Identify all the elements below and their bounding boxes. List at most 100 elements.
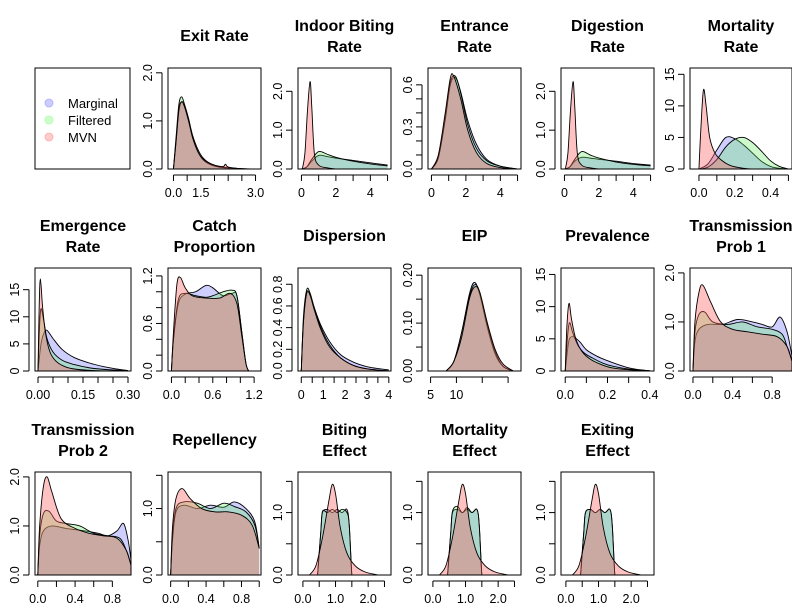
x-tick-label: 0.4	[197, 592, 214, 606]
plot-frame	[34, 267, 132, 372]
area-marginal	[171, 285, 249, 371]
y-tick-label: 1.0	[141, 500, 155, 517]
panel-title: Catch	[192, 218, 236, 235]
density-areas	[690, 88, 792, 169]
area-filtered	[447, 506, 484, 575]
y-axis: 0 5 10 15	[663, 67, 685, 172]
panel-title: EIP	[462, 228, 488, 245]
x-tick-label: 0.15	[71, 388, 95, 402]
legend-marker-marginal	[44, 98, 54, 108]
y-tick-label: 0.4	[271, 319, 285, 336]
y-tick-label: 0.0	[534, 566, 548, 583]
y-tick-label: 5	[8, 340, 22, 347]
x-tick-label: 1.0	[590, 592, 607, 606]
density-areas	[35, 278, 131, 371]
area-mvn	[439, 484, 508, 575]
area-marginal	[698, 136, 789, 169]
area-mvn	[565, 303, 650, 371]
density-areas	[298, 483, 391, 575]
x-axis: 0.00 0.15 0.30	[26, 376, 140, 402]
density-areas	[428, 281, 521, 371]
y-tick-label: 1.0	[663, 313, 677, 330]
density-line-filtered	[37, 509, 131, 575]
x-tick-label: 4	[630, 186, 637, 200]
area-marginal	[565, 336, 650, 371]
density-line-mvn	[572, 483, 642, 575]
x-tick-label: 5	[427, 388, 434, 402]
density-line-mvn	[564, 81, 599, 169]
x-axis: 0.0 1.0 2.0	[294, 580, 385, 606]
density-areas	[298, 287, 391, 371]
x-tick-label: 0.0	[684, 388, 701, 402]
plot-frame	[427, 67, 522, 170]
x-tick-label: 1.0	[327, 592, 344, 606]
area-marginal	[301, 155, 388, 169]
x-axis: 0.0 1.5 3.0	[165, 174, 264, 200]
x-tick-label: 1.0	[457, 592, 474, 606]
density-line-filtered	[698, 136, 789, 169]
x-tick-label: 2	[462, 186, 469, 200]
y-tick-label: 0.0	[271, 362, 285, 379]
area-mvn	[692, 284, 792, 371]
area-filtered	[692, 311, 792, 371]
panel-title: Transmission	[689, 218, 792, 235]
density-areas	[561, 302, 654, 371]
plot-frame	[167, 471, 262, 576]
density-line-marginal	[692, 316, 792, 371]
area-filtered	[173, 96, 256, 169]
panel-title: Dispersion	[303, 228, 386, 245]
x-tick-label: 0	[561, 186, 568, 200]
panel-title: Proportion	[174, 239, 256, 256]
y-tick-label: 0.6	[141, 315, 155, 332]
density-line-filtered	[564, 150, 651, 169]
area-mvn	[302, 81, 336, 169]
density-areas	[168, 276, 261, 371]
y-axis: 0.0 1.0 2.0	[271, 83, 293, 178]
panel-title: Prob 1	[716, 239, 766, 256]
density-line-filtered	[431, 75, 518, 169]
y-axis: 0.0 1.0 2.0	[534, 83, 556, 178]
area-filtered	[301, 288, 389, 371]
y-tick-label: 0.0	[663, 362, 677, 379]
x-tick-label: 0.0	[557, 388, 574, 402]
plot-frame	[167, 67, 262, 170]
area-filtered	[301, 151, 388, 169]
area-mvn	[171, 276, 249, 371]
density-line-mvn	[431, 73, 518, 169]
x-tick-label: 0.0	[294, 592, 311, 606]
y-axis: 0.0 1.0 2.0	[8, 468, 30, 584]
y-tick-label: 2.0	[141, 64, 155, 81]
x-tick-label: 0.0	[163, 388, 180, 402]
area-mvn	[173, 101, 256, 169]
x-tick-label: 0.2	[726, 186, 743, 200]
panel-6: Emergence Rate 0.00 0.15 0.30 0 5 10 15	[8, 218, 140, 402]
plot-frame	[427, 267, 522, 372]
area-mvn	[38, 278, 128, 371]
y-tick-label: 15	[8, 283, 22, 297]
x-tick-label: 0.2	[599, 388, 616, 402]
x-tick-label: 0	[298, 388, 305, 402]
y-axis: 0.0 0.2 0.4 0.6 0.8	[271, 276, 293, 380]
area-marginal	[38, 330, 128, 371]
x-tick-label: 0	[428, 186, 435, 200]
y-tick-label: 0	[534, 367, 548, 374]
x-axis: 0.0 0.6 1.2	[163, 376, 263, 402]
x-axis: 0.0 0.4 0.8	[29, 580, 121, 606]
panel-title: Digestion	[571, 18, 644, 35]
y-tick-label: 0.2	[271, 341, 285, 358]
density-line-filtered	[170, 501, 260, 575]
x-tick-label: 2	[595, 186, 602, 200]
density-line-mvn	[445, 286, 514, 371]
panel-1: Exit Rate 0.0 1.5 3.0 0.0 1.0 2.0	[141, 28, 264, 200]
area-filtered	[564, 151, 651, 169]
y-tick-label: 1.0	[534, 504, 548, 521]
panel-title: Mortality	[441, 422, 508, 439]
area-mvn	[446, 286, 514, 371]
panel-title: Biting	[322, 422, 367, 439]
y-tick-label: 1.0	[271, 121, 285, 138]
panel-13: Repellency 0.0 0.4 0.8 0.0 1.0	[141, 432, 262, 606]
y-axis: 0.0 1.0	[534, 480, 556, 584]
area-filtered	[317, 509, 354, 575]
